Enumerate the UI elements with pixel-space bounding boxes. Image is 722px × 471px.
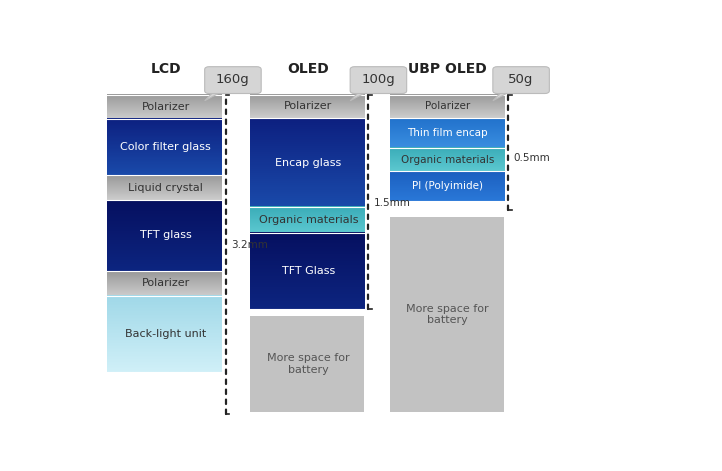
Text: OLED: OLED — [287, 62, 329, 76]
Text: 1.5mm: 1.5mm — [374, 198, 411, 208]
Polygon shape — [214, 90, 225, 91]
Text: Thin film encap: Thin film encap — [407, 128, 487, 138]
FancyBboxPatch shape — [204, 67, 261, 94]
FancyBboxPatch shape — [350, 67, 406, 94]
Text: 100g: 100g — [362, 73, 395, 86]
Polygon shape — [503, 90, 513, 91]
Text: Polarizer: Polarizer — [284, 101, 333, 111]
Text: TFT glass: TFT glass — [140, 230, 191, 241]
Text: Back-light unit: Back-light unit — [125, 329, 206, 339]
Polygon shape — [204, 90, 224, 101]
Text: LCD: LCD — [150, 62, 181, 76]
Text: Encap glass: Encap glass — [275, 158, 342, 168]
Text: Liquid crystal: Liquid crystal — [129, 183, 203, 193]
Bar — [390, 217, 504, 412]
Text: More space for
battery: More space for battery — [406, 304, 489, 325]
Polygon shape — [493, 90, 512, 101]
Text: Color filter glass: Color filter glass — [121, 142, 211, 153]
Text: 50g: 50g — [508, 73, 534, 86]
Text: 0.5mm: 0.5mm — [514, 153, 551, 163]
Polygon shape — [350, 90, 369, 101]
Text: Polarizer: Polarizer — [425, 101, 470, 111]
Text: Organic materials: Organic materials — [401, 154, 494, 165]
Text: UBP OLED: UBP OLED — [408, 62, 487, 76]
Polygon shape — [360, 90, 370, 91]
Text: 160g: 160g — [216, 73, 250, 86]
Text: TFT Glass: TFT Glass — [282, 266, 335, 276]
Text: PI (Polyimide): PI (Polyimide) — [412, 181, 483, 191]
FancyBboxPatch shape — [493, 67, 549, 94]
Text: Organic materials: Organic materials — [258, 215, 358, 225]
Bar — [250, 316, 365, 412]
Text: More space for
battery: More space for battery — [267, 353, 349, 375]
Text: 3.2mm: 3.2mm — [231, 240, 268, 250]
Text: Polarizer: Polarizer — [142, 102, 190, 112]
Text: Polarizer: Polarizer — [142, 278, 190, 288]
